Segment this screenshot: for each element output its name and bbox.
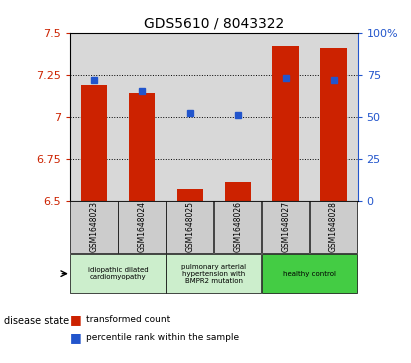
Text: GSM1648028: GSM1648028 (329, 201, 338, 252)
Text: disease state: disease state (4, 316, 69, 326)
Bar (272, 46, 299, 200)
Text: idiopathic dilated
cardiomyopathy: idiopathic dilated cardiomyopathy (88, 267, 148, 280)
Bar (177, 189, 203, 200)
FancyBboxPatch shape (262, 254, 357, 293)
FancyBboxPatch shape (166, 254, 261, 293)
FancyBboxPatch shape (310, 201, 357, 253)
Bar (321, 48, 347, 200)
Text: healthy control: healthy control (283, 271, 336, 277)
Text: GSM1648026: GSM1648026 (233, 201, 242, 252)
Text: pulmonary arterial
hypertension with
BMPR2 mutation: pulmonary arterial hypertension with BMP… (181, 264, 246, 284)
FancyBboxPatch shape (70, 201, 118, 253)
Text: GSM1648023: GSM1648023 (89, 201, 98, 252)
FancyBboxPatch shape (166, 201, 213, 253)
FancyBboxPatch shape (70, 254, 166, 293)
Text: GSM1648027: GSM1648027 (281, 201, 290, 252)
FancyBboxPatch shape (214, 201, 261, 253)
Bar (224, 182, 251, 200)
Text: ■: ■ (70, 331, 82, 344)
FancyBboxPatch shape (118, 201, 166, 253)
Bar (81, 85, 107, 200)
Text: percentile rank within the sample: percentile rank within the sample (86, 333, 240, 342)
Text: ■: ■ (70, 313, 82, 326)
FancyBboxPatch shape (262, 201, 309, 253)
Text: GSM1648024: GSM1648024 (137, 201, 146, 252)
Bar (129, 93, 155, 200)
Text: GSM1648025: GSM1648025 (185, 201, 194, 252)
Title: GDS5610 / 8043322: GDS5610 / 8043322 (143, 16, 284, 30)
Text: transformed count: transformed count (86, 315, 171, 324)
